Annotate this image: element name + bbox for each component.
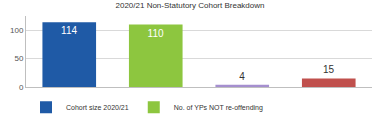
svg-text:2020/21 Non-Statutory Cohort B: 2020/21 Non-Statutory Cohort Breakdown [116, 1, 265, 10]
svg-text:15: 15 [323, 64, 335, 75]
svg-text:114: 114 [61, 25, 77, 36]
svg-text:No. of YPs NOT re-offending: No. of YPs NOT re-offending [174, 104, 263, 112]
svg-text:4: 4 [239, 71, 245, 82]
svg-text:0: 0 [19, 83, 24, 92]
svg-text:Cohort size 2020/21: Cohort size 2020/21 [66, 104, 129, 111]
svg-text:50: 50 [14, 54, 23, 63]
svg-text:100: 100 [10, 26, 24, 35]
svg-text:110: 110 [148, 28, 164, 39]
